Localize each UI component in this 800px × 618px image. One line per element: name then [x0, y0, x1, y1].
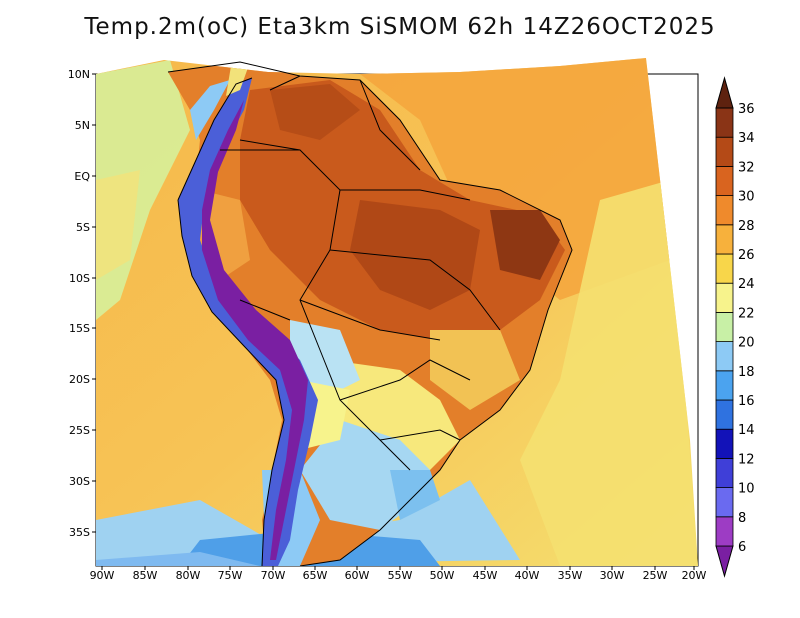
lon-label: 60W	[345, 569, 370, 582]
latitude-axis: 10N 5N EQ 5S 10S 15S 20S 25S 30S 35S	[68, 68, 91, 539]
colorbar-label: 34	[738, 131, 755, 146]
lon-label: 50W	[430, 569, 455, 582]
colorbar-segment	[715, 341, 734, 372]
lon-label: 55W	[388, 569, 413, 582]
colorbar-segment	[715, 165, 734, 196]
colorbar-segment	[715, 136, 734, 167]
lat-label: 25S	[69, 424, 90, 437]
lat-label: 10S	[69, 272, 90, 285]
colorbar-label: 8	[738, 511, 746, 526]
colorbar-segment	[715, 195, 734, 226]
lon-label: 85W	[133, 569, 158, 582]
lon-label: 80W	[176, 569, 201, 582]
lat-label: 5S	[76, 221, 90, 234]
longitude-ticks	[101, 566, 695, 570]
lat-label: 15S	[69, 322, 90, 335]
lon-label: 75W	[218, 569, 243, 582]
lon-label: 90W	[90, 569, 115, 582]
colorbar-segment	[715, 516, 734, 547]
colorbar-label: 16	[738, 394, 755, 409]
colorbar-upper-triangle	[715, 76, 734, 109]
latitude-ticks	[92, 73, 96, 533]
lat-label: 20S	[69, 373, 90, 386]
colorbar-labels: 6 8 10 12 14 16 18 20 22 24 26 28 30 32 34 36	[738, 102, 755, 555]
colorbar-segment	[715, 487, 734, 518]
colorbar-label: 10	[738, 482, 755, 497]
colorbar-label: 28	[738, 219, 755, 234]
map-title: Temp.2m(oC) Eta3km SiSMOM 62h 14Z26OCT20…	[84, 14, 716, 40]
colorbar-label: 24	[738, 277, 755, 292]
lon-label: 25W	[643, 569, 668, 582]
lon-label: 30W	[600, 569, 625, 582]
colorbar-segment	[715, 282, 734, 313]
lon-label: 20W	[682, 569, 707, 582]
country-borders	[167, 61, 573, 567]
colorbar-label: 22	[738, 306, 755, 321]
colorbar-label: 20	[738, 336, 755, 351]
very-hot-northeast	[490, 210, 560, 280]
longitude-axis: 90W 85W 80W 75W 70W 65W 60W 55W 50W 45W …	[90, 569, 707, 582]
lat-label: 10N	[68, 68, 90, 81]
lat-label: 30S	[69, 475, 90, 488]
temperature-field	[96, 58, 698, 566]
colorbar-segment	[715, 370, 734, 401]
colorbar-label: 26	[738, 248, 755, 263]
colorbar-label: 14	[738, 423, 755, 438]
lon-label: 40W	[515, 569, 540, 582]
colorbar-label: 32	[738, 160, 755, 175]
colorbar-label: 12	[738, 452, 755, 467]
colorbar-segment	[715, 224, 734, 255]
lon-label: 35W	[558, 569, 583, 582]
lon-label: 65W	[303, 569, 328, 582]
lat-label: 35S	[69, 526, 90, 539]
colorbar-segment	[715, 428, 734, 459]
colorbar-label: 6	[738, 540, 746, 555]
colorbar-segment	[715, 107, 734, 138]
colorbar-label: 36	[738, 102, 755, 117]
colorbar-lower-triangle	[715, 545, 734, 578]
colorbar	[715, 76, 734, 578]
colorbar-segment	[715, 457, 734, 488]
andes-coldest	[202, 100, 308, 560]
colorbar-segment	[715, 253, 734, 284]
lon-label: 45W	[473, 569, 498, 582]
colorbar-segment	[715, 311, 734, 342]
colorbar-label: 30	[738, 190, 755, 205]
lat-label: EQ	[74, 170, 90, 183]
lon-label: 70W	[261, 569, 286, 582]
colorbar-segment	[715, 399, 734, 430]
lat-label: 5N	[75, 119, 90, 132]
colorbar-label: 18	[738, 365, 755, 380]
